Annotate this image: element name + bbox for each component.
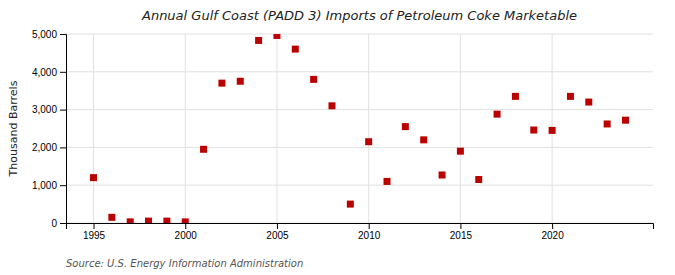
grid-line <box>66 185 653 186</box>
point <box>310 76 317 83</box>
point <box>292 46 299 53</box>
grid-line <box>460 34 461 223</box>
point <box>127 218 134 223</box>
point <box>182 218 189 223</box>
tick-label: 4,000 <box>32 67 57 78</box>
grid-line <box>66 147 653 148</box>
tick-mark <box>369 223 370 229</box>
tick: 2005 <box>266 223 289 241</box>
tick-label: 0 <box>51 218 57 229</box>
tick-mark <box>460 223 461 229</box>
tick-label: 2,000 <box>32 142 57 153</box>
tick-mark <box>60 34 66 35</box>
tick: 2015 <box>450 223 473 241</box>
tick-mark <box>277 223 278 229</box>
points <box>90 34 629 223</box>
point <box>347 201 354 208</box>
point <box>218 80 225 87</box>
tick-mark <box>60 110 66 111</box>
tick-label: 3,000 <box>32 104 57 115</box>
tick: 2010 <box>358 223 381 241</box>
tick: 2,000 <box>32 142 66 153</box>
tick-label: 2010 <box>358 230 381 241</box>
tick-mark <box>60 147 66 148</box>
tick-mark <box>60 72 66 73</box>
point <box>604 120 611 127</box>
grid <box>66 34 653 223</box>
x-axis: 1995 2000 2005 2010 2015 2020 <box>67 223 654 241</box>
y-axis-title: Thousand Barrels <box>7 80 20 177</box>
source: Source: U.S. Energy Information Administ… <box>66 258 303 269</box>
point <box>273 34 280 39</box>
point <box>365 138 372 145</box>
tick-label: 1,000 <box>32 180 57 191</box>
point <box>457 148 464 155</box>
point <box>200 146 207 153</box>
tick-label: 2005 <box>266 230 289 241</box>
tick-mark <box>60 185 66 186</box>
tick-label: 5,000 <box>32 29 57 40</box>
axis-line <box>60 35 67 224</box>
title: Annual Gulf Coast (PADD 3) Imports of Pe… <box>141 8 577 23</box>
grid-line <box>66 34 653 35</box>
tick-label: 2015 <box>450 230 473 241</box>
point <box>512 93 519 100</box>
grid-line <box>185 34 186 223</box>
axis-line <box>67 224 654 230</box>
chart: 1995 2000 2005 2010 2015 2020 0 1,000 2,000 3,000… <box>0 0 675 275</box>
grid-line <box>93 34 94 223</box>
point <box>439 171 446 178</box>
point <box>163 218 170 223</box>
grid-line <box>276 34 277 223</box>
point <box>549 127 556 134</box>
point <box>420 136 427 143</box>
tick-mark <box>552 223 553 229</box>
point <box>255 37 262 44</box>
tick: 3,000 <box>32 104 66 115</box>
point <box>90 174 97 181</box>
point <box>402 123 409 130</box>
tick: 0 <box>51 218 66 229</box>
tick-label: 2020 <box>541 230 564 241</box>
y-axis: 0 1,000 2,000 3,000 4,000 5,000 <box>32 29 67 229</box>
point <box>530 127 537 134</box>
tick-mark <box>60 223 66 224</box>
point <box>237 78 244 85</box>
tick: 5,000 <box>32 29 66 40</box>
tick: 1995 <box>83 223 106 241</box>
point <box>622 117 629 124</box>
point <box>494 111 501 118</box>
point <box>384 178 391 185</box>
point <box>567 93 574 100</box>
grid-line <box>368 34 369 223</box>
grid-line <box>66 71 653 72</box>
tick: 2020 <box>541 223 564 241</box>
tick: 4,000 <box>32 67 66 78</box>
point <box>328 102 335 109</box>
point <box>585 99 592 106</box>
tick-label: 1995 <box>83 230 106 241</box>
tick-mark <box>94 223 95 229</box>
tick: 2000 <box>175 223 198 241</box>
point <box>108 214 115 221</box>
grid-line <box>66 109 653 110</box>
tick: 1,000 <box>32 180 66 191</box>
tick-mark <box>185 223 186 229</box>
point <box>145 218 152 223</box>
point <box>475 176 482 183</box>
plot-area: 1995 2000 2005 2010 2015 2020 0 1,000 2,000 3,000… <box>32 29 654 241</box>
tick-label: 2000 <box>175 230 198 241</box>
